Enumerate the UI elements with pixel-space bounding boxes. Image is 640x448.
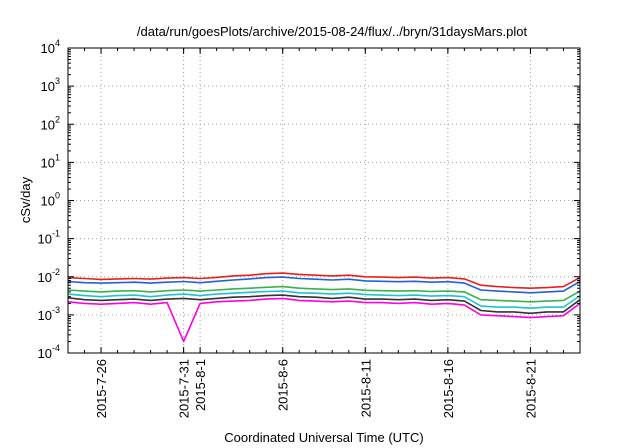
- y-axis-label: cSv/day: [18, 176, 33, 223]
- y-tick-label: 10-4: [38, 343, 60, 361]
- x-tick-label: 2015-8-1: [193, 359, 208, 411]
- y-tick-label: 103: [41, 76, 60, 94]
- x-tick-label: 2015-8-16: [441, 359, 456, 418]
- x-axis-label: Coordinated Universal Time (UTC): [224, 430, 423, 445]
- y-tick-label: 101: [41, 152, 60, 170]
- x-tick-label: 2015-8-21: [523, 359, 538, 418]
- series-line: [67, 272, 581, 290]
- x-tick-label: 2015-7-26: [94, 359, 109, 418]
- y-tick-label: 10-3: [38, 305, 60, 323]
- series-line: [67, 290, 581, 310]
- chart-title: /data/run/goesPlots/archive/2015-08-24/f…: [137, 24, 528, 39]
- series-line: [67, 294, 581, 315]
- x-tick-label: 2015-8-11: [358, 359, 373, 417]
- series-line: [67, 297, 581, 343]
- series-line: [67, 276, 581, 294]
- x-tick-label: 2015-8-6: [276, 359, 291, 411]
- y-tick-label: 10-1: [38, 229, 60, 247]
- series-group: [67, 272, 581, 343]
- y-axis: 10-4 10-3 10-2 10-1 100 101 102 103 104: [38, 38, 580, 361]
- x-tick-label: 2015-7-31: [177, 359, 192, 418]
- grid: [68, 48, 580, 353]
- x-axis: 2015-7-26 2015-7-31 2015-8-1 2015-8-6 2015-8…: [67, 48, 581, 418]
- y-tick-label: 102: [41, 114, 60, 132]
- series-line: [67, 285, 581, 303]
- y-tick-label: 100: [41, 191, 60, 209]
- y-tick-label: 10-2: [38, 267, 60, 285]
- y-tick-label: 104: [41, 38, 60, 56]
